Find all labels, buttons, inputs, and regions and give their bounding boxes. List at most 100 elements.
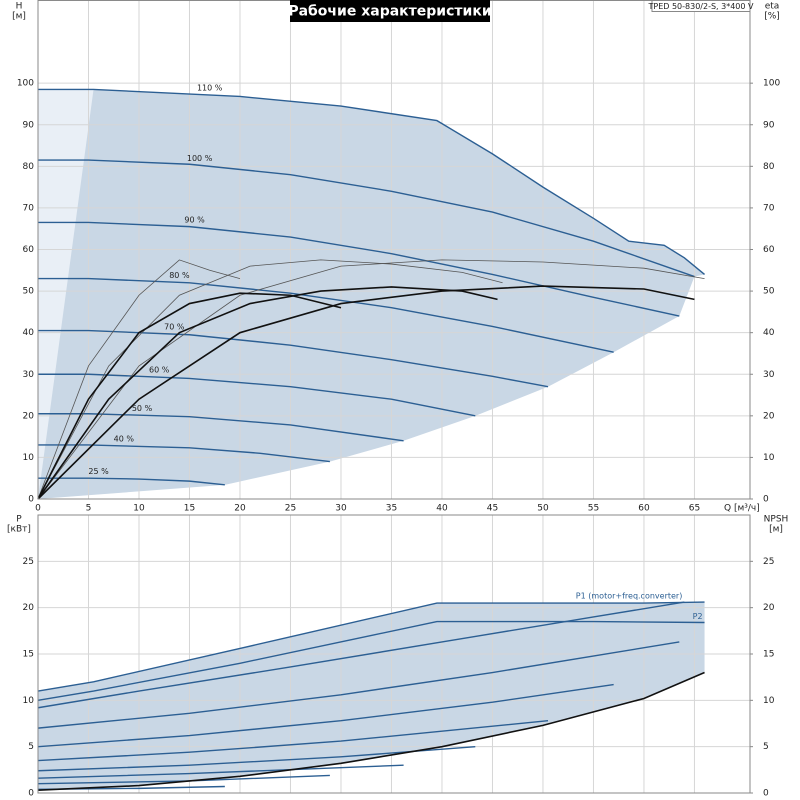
y2-tick-label: 20 [763,603,775,613]
y2-tick-label: 80 [763,162,775,172]
series-label: 70 % [164,323,185,332]
series-line [37,720,549,762]
y2-tick-label: 10 [763,696,775,706]
y-axis-unit: [м] [12,12,26,22]
y2-tick-label: 10 [763,453,775,463]
x-tick-label: 15 [184,504,195,514]
x-tick-label: 35 [386,504,397,514]
fill-layer [38,89,705,793]
y-tick-label: 70 [23,203,35,213]
y-tick-label: 100 [17,79,34,89]
y-tick-label: 30 [23,370,35,380]
x-axis-label: Q [м³/ч] [724,504,760,514]
y-tick-label: 10 [23,453,35,463]
series-line [38,329,549,388]
y2-axis-label: eta [765,2,780,12]
y-tick-label: 0 [28,789,34,799]
secondary-line [37,286,498,500]
x-tick-label: 5 [86,504,92,514]
series-label: 60 % [149,366,170,375]
series-label: 90 % [184,216,205,225]
series-label: 40 % [114,434,135,443]
secondary-line [37,259,241,500]
y2-tick-label: 15 [763,650,774,660]
series-line [38,277,614,353]
grid-layer [37,0,750,794]
series-line [37,683,614,748]
y2-tick-label: 25 [763,557,774,567]
secondary-line [37,259,503,500]
operating-area-light [38,89,94,499]
y-tick-label: 40 [23,328,35,338]
y-axis-label: H [16,2,23,12]
y-tick-label: 25 [23,557,34,567]
x-tick-label: 55 [588,504,599,514]
series-line [38,477,225,486]
model-box [651,0,751,12]
y2-tick-label: 20 [763,411,775,421]
y-tick-label: 0 [28,495,34,505]
x-tick-label: 60 [638,504,650,514]
series-line [38,159,695,278]
secondary-line [37,285,695,500]
series-label: 110 % [197,84,223,93]
x-tick-label: 65 [689,504,700,514]
y-tick-label: 90 [23,120,35,130]
lines-layer [37,88,705,792]
y2-axis-label: NPSH [764,515,789,525]
series-label: 50 % [132,404,153,413]
x-tick-label: 40 [436,504,448,514]
y-tick-label: 15 [23,650,34,660]
series-line [37,601,705,692]
x-tick-label: 50 [537,504,549,514]
series-line [38,88,705,275]
series-label: 80 % [169,271,190,280]
operating-area [38,89,705,499]
secondary-line [37,292,342,500]
y-axis-label: P [16,515,22,525]
y2-tick-label: 50 [763,287,775,297]
y2-tick-label: 70 [763,203,775,213]
series-line [37,764,404,779]
y2-tick-label: 0 [763,789,769,799]
series-line [37,641,680,729]
x-tick-label: 20 [234,504,246,514]
series-line [38,413,404,442]
y-tick-label: 60 [23,245,35,255]
y2-axis-unit: [м] [769,525,783,535]
y-tick-label: 20 [23,603,35,613]
y2-tick-label: 30 [763,370,775,380]
model-label: TPED 50-830/2-S, 3*400 V [647,2,754,11]
series-label: 25 % [88,467,109,476]
series-line [38,444,330,463]
series-line [37,601,685,709]
y-tick-label: 20 [23,411,35,421]
series-label: P2 [693,612,703,621]
y-axis-unit: [кВт] [7,525,31,535]
x-tick-label: 25 [285,504,296,514]
series-line [38,373,476,417]
x-tick-label: 30 [335,504,347,514]
x-tick-label: 10 [133,504,145,514]
y-tick-label: 10 [23,696,35,706]
secondary-line [37,671,705,792]
y2-tick-label: 40 [763,328,775,338]
series-label: P1 (motor+freq.converter) [576,592,683,601]
series-label: 100 % [187,154,213,163]
y-tick-label: 50 [23,287,35,297]
x-tick-label: 45 [487,504,498,514]
chart-title: Рабочие характеристики [288,4,491,20]
y2-tick-label: 100 [763,79,780,89]
x-tick-label: 0 [35,504,41,514]
title-box [290,0,490,22]
series-line [37,620,705,702]
y-tick-label: 5 [28,742,34,752]
y2-axis-unit: [%] [764,12,780,22]
y2-tick-label: 0 [763,495,769,505]
operating-area [38,602,705,793]
series-line [38,221,680,317]
y2-tick-label: 5 [763,742,769,752]
y2-tick-label: 60 [763,245,775,255]
y2-tick-label: 90 [763,120,775,130]
